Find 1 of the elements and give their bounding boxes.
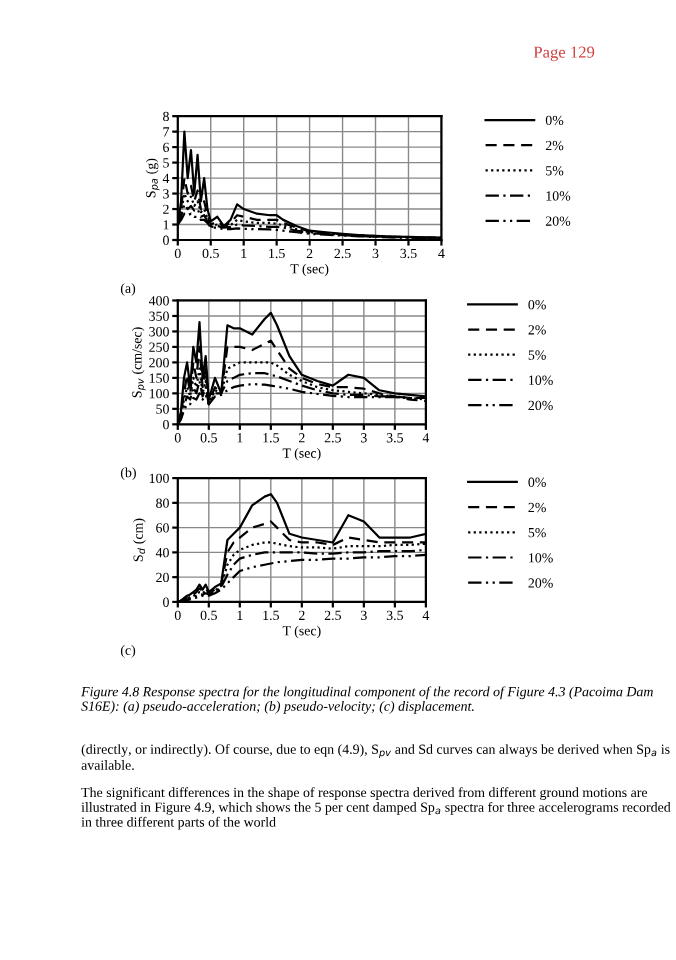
text: Page 129	[533, 46, 595, 62]
